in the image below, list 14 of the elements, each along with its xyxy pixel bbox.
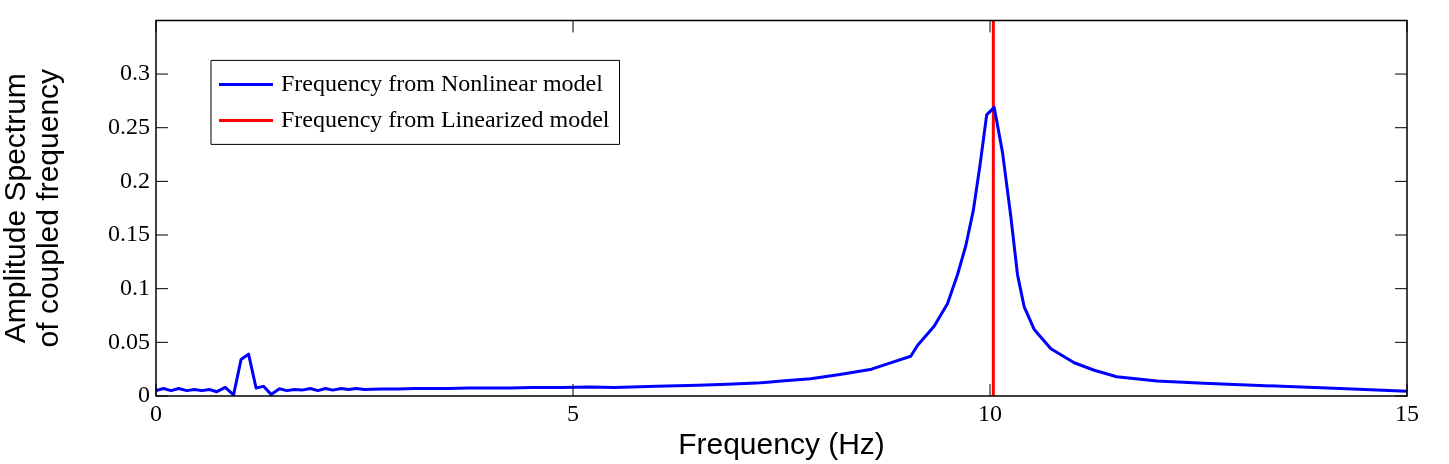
x-tick-label: 5 — [567, 399, 579, 426]
y-tick-label: 0.05 — [108, 327, 150, 354]
y-tick-label: 0 — [138, 381, 150, 408]
legend-label: Frequency from Nonlinear model — [281, 69, 604, 96]
x-tick-label: 15 — [1395, 399, 1419, 426]
legend-label: Frequency from Linearized model — [281, 105, 610, 132]
x-axis-title: Frequency (Hz) — [678, 427, 885, 461]
y-axis-title: Amplitude Spectrum of coupled frequency — [0, 68, 64, 348]
y-tick-label: 0.2 — [120, 166, 150, 193]
x-tick-label: 10 — [978, 399, 1002, 426]
y-tick-label: 0.1 — [120, 273, 150, 300]
y-tick-label: 0.15 — [108, 220, 150, 247]
y-tick-label: 0.3 — [120, 59, 150, 86]
y-tick-label: 0.25 — [108, 113, 150, 140]
